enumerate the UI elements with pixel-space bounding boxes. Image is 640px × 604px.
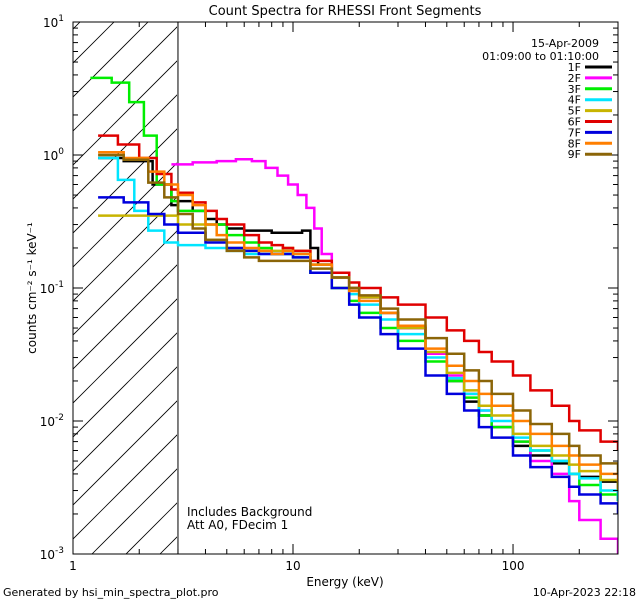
hatch-line xyxy=(73,298,177,404)
y-tick-label: 10-2 xyxy=(40,413,64,429)
series-line-2f xyxy=(171,157,618,554)
hatch-line xyxy=(73,22,115,64)
legend-label-2f: 2F xyxy=(568,72,581,85)
hatch-line xyxy=(73,60,177,166)
x-tick-label: 10 xyxy=(285,559,300,573)
x-axis-ticks: 1 10 100 xyxy=(69,22,619,573)
y-axis-label: counts cm⁻² s⁻¹ keV⁻¹ xyxy=(25,222,39,354)
annotation-attenuator: Att A0, FDecim 1 xyxy=(187,518,288,532)
hatch-line xyxy=(73,400,177,506)
hatch-line xyxy=(73,26,177,132)
footer-timestamp: 10-Apr-2023 22:18 xyxy=(533,586,636,599)
footer-generated-by: Generated by hsi_min_spectra_plot.pro xyxy=(3,586,219,599)
chart-title: Count Spectra for RHESSI Front Segments xyxy=(209,4,482,19)
series-line-9f xyxy=(98,153,618,474)
y-tick-label: 10-1 xyxy=(40,280,64,296)
legend-label-8f: 8F xyxy=(568,137,581,150)
annotation-background: Includes Background xyxy=(187,505,312,519)
legend-label-4f: 4F xyxy=(568,94,581,107)
x-tick-label: 100 xyxy=(502,559,525,573)
series-line-3f xyxy=(90,76,618,502)
spectra-series xyxy=(90,76,618,554)
hatch-line xyxy=(73,434,177,540)
observation-time-range: 01:09:00 to 01:10:00 xyxy=(482,50,599,63)
y-tick-label: 100 xyxy=(43,147,64,163)
x-tick-label: 1 xyxy=(69,559,77,573)
legend-label-5f: 5F xyxy=(568,105,581,118)
hatch-line xyxy=(73,196,177,302)
hatch-line xyxy=(73,264,177,370)
x-axis-label: Energy (keV) xyxy=(306,575,383,589)
legend-label-9f: 9F xyxy=(568,148,581,161)
observation-date: 15-Apr-2009 xyxy=(531,37,599,50)
legend-label-7f: 7F xyxy=(568,126,581,139)
legend-label-1f: 1F xyxy=(568,61,581,74)
hatch-line xyxy=(73,22,81,30)
series-line-7f xyxy=(98,196,618,514)
hatch-line xyxy=(91,468,177,554)
legend-label-3f: 3F xyxy=(568,83,581,96)
y-tick-label: 101 xyxy=(43,14,64,30)
y-tick-label: 10-3 xyxy=(40,546,64,562)
hatch-line xyxy=(73,94,177,200)
legend-label-6f: 6F xyxy=(568,116,581,129)
hatch-line xyxy=(73,230,177,336)
y-axis-ticks: 10-3 10-2 10-1 100 101 xyxy=(40,14,618,562)
series-line-4f xyxy=(98,156,618,502)
